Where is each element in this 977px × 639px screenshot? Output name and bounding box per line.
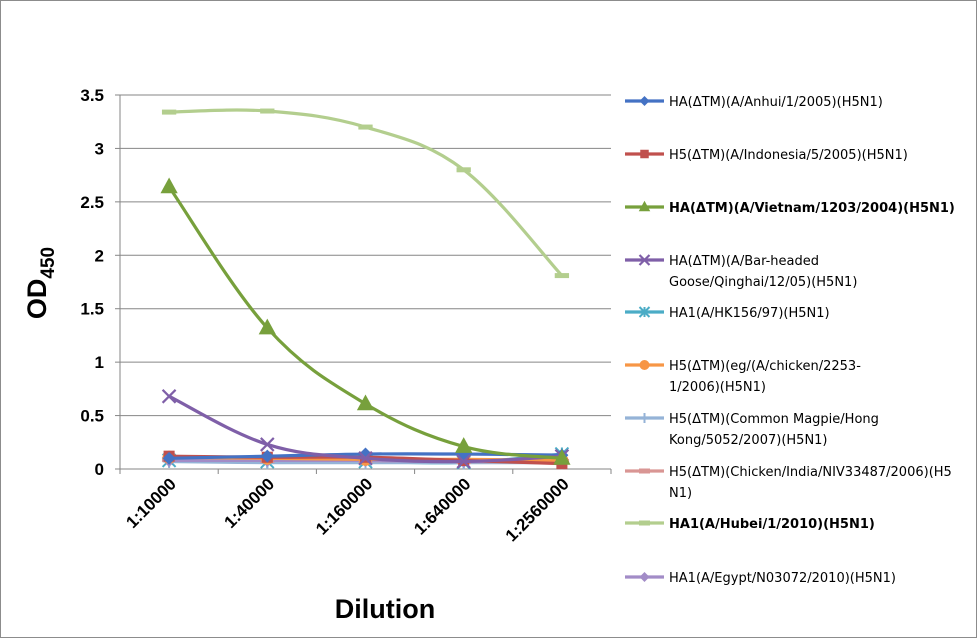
- series-lines: [160, 108, 571, 470]
- data-point: [553, 448, 571, 465]
- legend-label: HA(ΔTM)(A/Bar-headed: [669, 254, 819, 269]
- legend-item-6: H5(ΔTM)(eg/(A/chicken/2253- 1/2006)(H5N1): [625, 359, 861, 395]
- legend-label: HA1(A/Hubei/1/2010)(H5N1): [669, 517, 875, 532]
- axis-titles: Dilution OD450: [22, 247, 435, 624]
- x-tick-label: 1:160000: [312, 474, 376, 538]
- legend-item-10: HA1(A/Egypt/N03072/2010)(H5N1): [625, 571, 896, 586]
- data-point: [554, 273, 570, 279]
- y-tick-label: 2.5: [80, 193, 104, 212]
- data-point: [160, 177, 178, 194]
- data-point: [358, 124, 373, 130]
- legend-label: HA(ΔTM)(A/Vietnam/1203/2004)(H5N1): [669, 201, 955, 216]
- x-tick-label: 1:40000: [221, 474, 279, 532]
- legend-item-5: HA1(A/HK156/97)(H5N1): [625, 306, 830, 321]
- legend-label: H5(ΔTM)(A/Indonesia/5/2005)(H5N1): [669, 148, 908, 163]
- legend-marker: [639, 413, 650, 423]
- data-point: [161, 389, 177, 404]
- data-point: [455, 437, 473, 453]
- x-axis-title: Dilution: [335, 594, 435, 624]
- legend-marker: [639, 520, 650, 526]
- legend-item-9: HA1(A/Hubei/1/2010)(H5N1): [625, 517, 875, 532]
- y-tick-label: 3: [95, 139, 104, 158]
- series-9: [161, 108, 570, 279]
- data-point: [260, 449, 274, 463]
- data-point: [161, 109, 177, 115]
- y-axis-title: OD450: [22, 247, 59, 319]
- legend-marker: [639, 96, 650, 106]
- y-tick-label: 0: [95, 460, 104, 479]
- series-line: [169, 108, 564, 277]
- x-tick-label: 1:640000: [410, 474, 474, 538]
- legend-label: HA(ΔTM)(A/Anhui/1/2005)(H5N1): [669, 95, 883, 110]
- data-point: [162, 451, 176, 465]
- series-3: [160, 177, 571, 465]
- axes: 0 0.5 1 1.5 2 2.5 3 3.5 1:10000 1:40000 1:160000 1:…: [80, 86, 612, 545]
- legend-marker: [639, 572, 650, 582]
- y-axis-title-subscript: 450: [38, 247, 59, 279]
- data-point: [258, 318, 276, 335]
- legend: HA(ΔTM)(A/Anhui/1/2005)(H5N1) H5(ΔTM)(A/I…: [625, 95, 955, 586]
- data-point: [260, 437, 275, 452]
- legend-label: HA1(A/Egypt/N03072/2010)(H5N1): [669, 571, 896, 586]
- legend-item-7: H5(ΔTM)(Common Magpie/Hong Kong/5052/2007…: [625, 412, 879, 448]
- legend-marker: [640, 149, 649, 159]
- y-axis-title-main: OD: [22, 279, 52, 320]
- data-point: [356, 394, 375, 411]
- legend-item-8: H5(ΔTM)(Chicken/India/NIV33487/2006)(H5 N…: [625, 465, 952, 501]
- data-point: [456, 454, 471, 469]
- legend-item-3: HA(ΔTM)(A/Vietnam/1203/2004)(H5N1): [625, 200, 955, 216]
- y-tick-label: 1.5: [80, 300, 104, 319]
- legend-label: H5(ΔTM)(Common Magpie/Hong: [669, 412, 879, 427]
- legend-marker: [638, 254, 651, 266]
- legend-label: H5(ΔTM)(Chicken/India/NIV33487/2006)(H5: [669, 465, 952, 480]
- data-point: [358, 451, 373, 466]
- legend-label: HA1(A/HK156/97)(H5N1): [669, 306, 830, 321]
- y-tick-label: 3.5: [80, 86, 104, 105]
- legend-label: N1): [669, 486, 692, 501]
- legend-item-1: HA(ΔTM)(A/Anhui/1/2005)(H5N1): [625, 95, 883, 110]
- legend-marker: [639, 468, 650, 474]
- data-point: [456, 167, 471, 173]
- legend-marker: [638, 306, 651, 318]
- legend-item-2: H5(ΔTM)(A/Indonesia/5/2005)(H5N1): [625, 148, 908, 163]
- legend-label: 1/2006)(H5N1): [669, 380, 766, 395]
- legend-label: H5(ΔTM)(eg/(A/chicken/2253-: [669, 359, 861, 374]
- x-tick-label: 1:2560000: [502, 474, 573, 545]
- y-tick-label: 2: [95, 246, 104, 265]
- legend-item-4: HA(ΔTM)(A/Bar-headed Goose/Qinghai/12/05)…: [625, 254, 857, 290]
- legend-marker: [639, 360, 650, 370]
- data-point: [260, 108, 275, 114]
- legend-marker: [638, 200, 651, 212]
- gridlines: [120, 94, 611, 417]
- x-tick-label: 1:10000: [122, 474, 180, 532]
- legend-label: Goose/Qinghai/12/05)(H5N1): [669, 275, 857, 290]
- legend-label: Kong/5052/2007)(H5N1): [669, 433, 828, 448]
- y-tick-label: 0.5: [80, 407, 104, 426]
- series-line: [167, 185, 563, 460]
- y-tick-label: 1: [95, 353, 104, 372]
